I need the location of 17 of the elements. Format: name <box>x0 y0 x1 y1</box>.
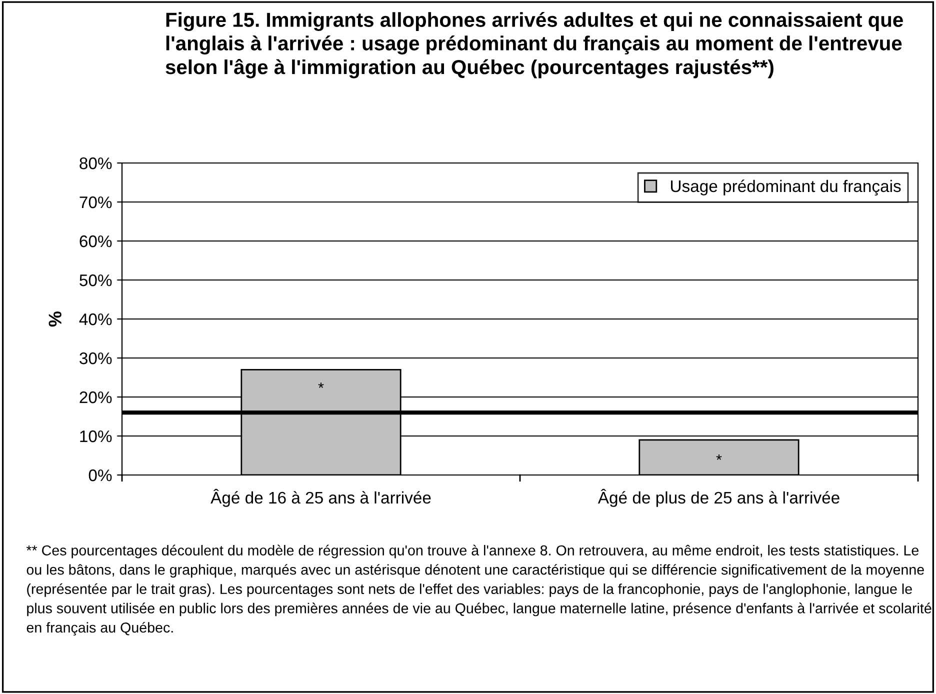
y-tick-label: 40% <box>79 313 112 326</box>
y-tick-label: 70% <box>80 196 112 208</box>
annotation: * <box>318 382 324 388</box>
y-tick-label: 20% <box>80 391 112 404</box>
legend-label: Usage prédominant du français <box>671 180 901 196</box>
y-tick-label: 30% <box>80 352 112 364</box>
y-axis-title: % <box>48 311 62 327</box>
y-tick-label: 60% <box>80 235 112 248</box>
y-tick-label: 80% <box>80 157 112 170</box>
chart-title: Figure 15. Immigrants allophones arrivés adultes et qui ne connaissaient que l'anglais à l'arrivée : usage prédominant du français au moment de l'entrevue selon l'âge à l'immigration au Québec (pourcentages rajustés**) <box>166 12 903 78</box>
text: ** Ces pourcentages découlent du modèle de régression qu'on trouve à l'annexe 8. On retrouvera, au même endroit, les tests statistiques. Le ou les bâtons, dans le graphique, marqués avec un astérisque dénotent une caractéristique qui se différencie significativement de la moyenne (représentée par le trait gras). Les pourcentages sont nets de l'effet des variables: pays de la francophonie, pays de l'anglophonie, langue le plus souvent utilisée en public lors des premières années de vie au Québec, langue maternelle latine, présence d'enfants à l'arrivée et scolarité en français au Québec. <box>26 544 932 636</box>
y-tick-label: 0% <box>88 469 112 482</box>
y-tick-label: 50% <box>80 274 112 286</box>
x-tick-label: Âgé de 16 à 25 ans à l'arrivée <box>210 488 431 507</box>
x-tick-label: Âgé de plus de 25 ans à l'arrivée <box>598 488 840 507</box>
y-tick-label: 10% <box>80 430 112 442</box>
annotation: * <box>716 454 722 460</box>
